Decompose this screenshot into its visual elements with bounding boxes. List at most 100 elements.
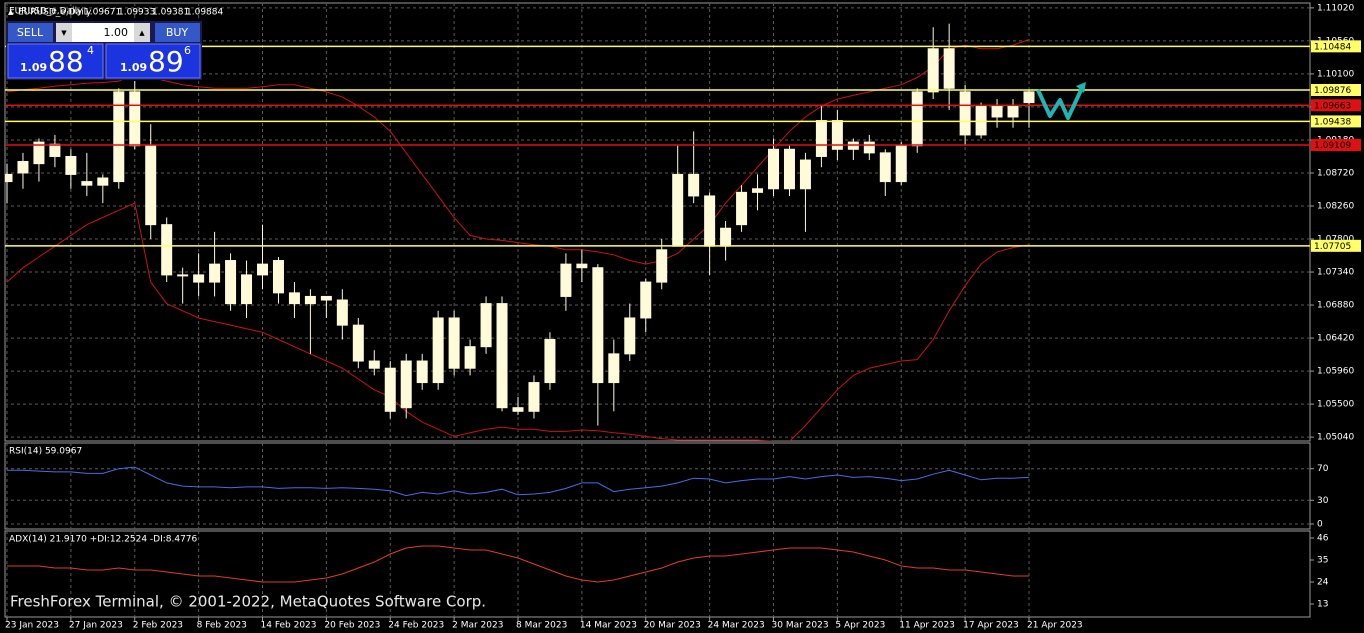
candle-body xyxy=(752,188,764,193)
candle-body xyxy=(288,292,300,305)
candle-body xyxy=(336,299,348,326)
x-tick-label: 11 Apr 2023 xyxy=(899,621,955,631)
y-tick-label: 1.05960 xyxy=(1317,367,1354,377)
candle-body xyxy=(448,317,460,369)
candle-body xyxy=(656,249,668,283)
candle-body xyxy=(177,274,189,277)
candle-body xyxy=(831,120,843,150)
candle-body xyxy=(943,48,955,89)
sell-label[interactable]: SELL xyxy=(17,26,44,39)
candle-body xyxy=(927,48,939,93)
panel-layer xyxy=(6,531,1030,617)
y-tick-label: 1.11020 xyxy=(1317,3,1354,13)
quote-low: 1.09381 xyxy=(152,8,189,18)
indicator-line xyxy=(7,545,1029,583)
x-tick-label: 24 Feb 2023 xyxy=(388,621,444,631)
candle-body xyxy=(129,91,141,147)
candle-body xyxy=(81,181,93,186)
candle-body xyxy=(672,173,684,247)
x-tick-label: 14 Feb 2023 xyxy=(261,621,317,631)
candle-body xyxy=(225,260,237,305)
y-tick-label: 1.06880 xyxy=(1317,301,1354,311)
candle-body xyxy=(352,324,364,362)
ask-pips[interactable]: 89 xyxy=(148,45,184,78)
quote-close: 1.09884 xyxy=(186,8,223,18)
bollinger-lower xyxy=(6,202,1030,441)
level-label: 1.09876 xyxy=(1314,86,1351,96)
candle-body xyxy=(193,274,205,283)
quote-open: 1.09671 xyxy=(84,8,121,18)
candle-body xyxy=(33,141,45,165)
x-tick-label: 8 Feb 2023 xyxy=(197,621,247,631)
bid-big[interactable]: 1.09 xyxy=(20,61,47,74)
candle-body xyxy=(384,367,396,412)
candle-body xyxy=(528,382,540,412)
candle-body xyxy=(640,281,652,319)
candle-body xyxy=(304,295,316,305)
buy-button[interactable] xyxy=(155,23,200,42)
x-tick-label: 20 Feb 2023 xyxy=(324,621,380,631)
panel-layer xyxy=(5,443,1310,529)
candle-body xyxy=(815,120,827,157)
level-label: 1.09663 xyxy=(1314,101,1351,111)
candle-body xyxy=(5,173,13,183)
candle-body xyxy=(895,145,907,183)
panel-frame xyxy=(4,2,1311,442)
ask-point[interactable]: 6 xyxy=(184,44,191,57)
candle-body xyxy=(608,353,620,384)
buy-label[interactable]: BUY xyxy=(166,26,189,39)
candle-body xyxy=(624,317,636,355)
lot-down[interactable] xyxy=(56,23,72,42)
x-tick-label: 5 Apr 2023 xyxy=(835,621,885,631)
x-tick-label: 17 Apr 2023 xyxy=(963,621,1019,631)
x-tick-label: 23 Jan 2023 xyxy=(5,621,59,631)
candle-body xyxy=(783,148,795,190)
candle-body xyxy=(161,224,173,276)
candle-body xyxy=(991,105,1003,118)
candle-body xyxy=(241,274,253,305)
bid-box[interactable] xyxy=(7,43,104,79)
candle-body xyxy=(704,195,716,247)
lot-up[interactable] xyxy=(134,23,150,42)
candle-body xyxy=(592,267,604,384)
lot-up-icon[interactable]: ▲ xyxy=(139,29,145,37)
candle-body xyxy=(496,303,508,409)
lot-down-icon[interactable]: ▼ xyxy=(61,29,67,37)
sell-button[interactable] xyxy=(8,23,53,42)
y-tick-label: 46 xyxy=(1317,534,1329,544)
candle-body xyxy=(416,360,428,384)
x-tick-label: 24 Mar 2023 xyxy=(708,621,765,631)
candle-body xyxy=(97,177,109,186)
x-tick-label: 20 Mar 2023 xyxy=(644,621,701,631)
candle-body xyxy=(464,346,476,369)
level-label-bg xyxy=(1311,99,1361,112)
candle-body xyxy=(368,360,380,369)
ask-big[interactable]: 1.09 xyxy=(120,61,147,74)
candle-body xyxy=(113,91,125,183)
y-tick-label: 13 xyxy=(1317,600,1328,610)
candle-body xyxy=(65,155,77,175)
candle-body xyxy=(145,145,157,226)
ask-box[interactable] xyxy=(105,43,201,79)
candle-body xyxy=(576,263,588,269)
candle-body xyxy=(560,263,572,297)
bollinger-upper xyxy=(6,39,1030,265)
symbol-icon: ▲ xyxy=(8,8,14,16)
lot-field[interactable] xyxy=(72,23,134,42)
y-tick-label: 35 xyxy=(1317,556,1328,566)
x-tick-label: 30 Mar 2023 xyxy=(772,621,829,631)
candle-body xyxy=(768,148,779,190)
x-tick-label: 8 Mar 2023 xyxy=(516,621,567,631)
bid-point[interactable]: 4 xyxy=(87,44,94,57)
candle-body xyxy=(544,339,556,384)
y-tick-label: 1.05500 xyxy=(1317,400,1354,410)
lot-value[interactable]: 1.00 xyxy=(104,26,129,39)
panel-frame xyxy=(4,530,1311,618)
x-tick-label: 2 Feb 2023 xyxy=(133,621,183,631)
candle-body xyxy=(911,91,923,147)
y-tick-label: 1.08260 xyxy=(1317,201,1354,211)
bid-pips[interactable]: 88 xyxy=(48,45,84,78)
y-tick-label: 0 xyxy=(1317,520,1323,530)
